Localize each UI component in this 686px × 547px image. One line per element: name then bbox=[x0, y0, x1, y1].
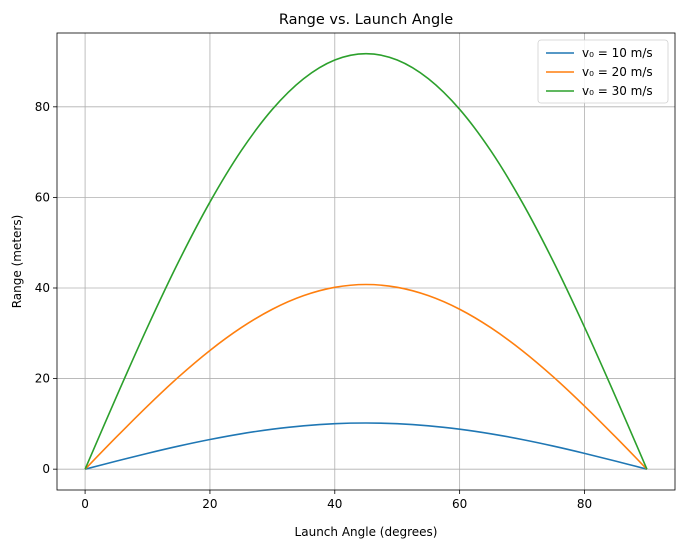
series-line-2 bbox=[84, 283, 648, 470]
series-lines bbox=[84, 52, 648, 470]
x-tick-label: 60 bbox=[452, 497, 467, 511]
x-tick-label: 80 bbox=[577, 497, 592, 511]
y-tick-label: 80 bbox=[35, 100, 50, 114]
x-tick-label: 20 bbox=[202, 497, 217, 511]
y-tick-label: 20 bbox=[35, 372, 50, 386]
legend: v₀ = 10 m/s v₀ = 20 m/s v₀ = 30 m/s bbox=[537, 39, 669, 104]
y-tick-label: 40 bbox=[35, 281, 50, 295]
series-line-3 bbox=[84, 52, 648, 470]
plot-area-frame bbox=[56, 32, 676, 491]
y-axis-label: Range (meters) bbox=[10, 215, 24, 309]
x-axis-label: Launch Angle (degrees) bbox=[295, 525, 438, 539]
plot-area-background bbox=[57, 33, 675, 490]
series-line-1 bbox=[84, 422, 648, 470]
chart-title: Range vs. Launch Angle bbox=[279, 12, 453, 28]
ticks: 0 20 40 60 80 0 20 40 60 80 bbox=[35, 100, 592, 511]
y-tick-label: 60 bbox=[35, 190, 50, 204]
x-tick-label: 40 bbox=[327, 497, 342, 511]
grid bbox=[57, 33, 675, 490]
legend-label: v₀ = 10 m/s bbox=[582, 46, 653, 60]
legend-box bbox=[537, 39, 669, 104]
legend-label: v₀ = 30 m/s bbox=[582, 84, 653, 98]
y-tick-label: 0 bbox=[42, 462, 50, 476]
legend-label: v₀ = 20 m/s bbox=[582, 65, 653, 79]
x-tick-label: 0 bbox=[81, 497, 89, 511]
